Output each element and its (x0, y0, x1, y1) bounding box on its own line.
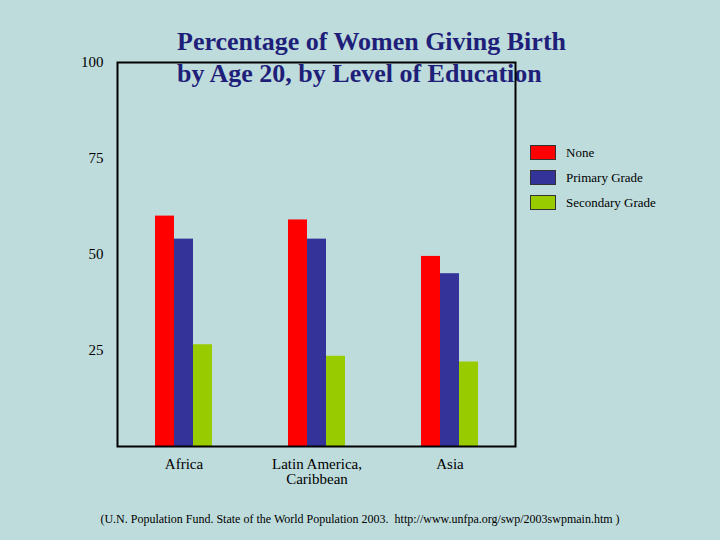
svg-text:Asia: Asia (436, 456, 464, 472)
html-text:None: None (566, 144, 595, 160)
html-text:(U.N. Population Fund. State o: (U.N. Population Fund. State of the Worl… (100, 512, 620, 526)
svg-text:75: 75 (89, 150, 104, 166)
html-text:Percentage of Women Giving Bir: Percentage of Women Giving Birth by Age … (177, 27, 566, 88)
html-text:Secondary Grade: Secondary Grade (566, 194, 656, 210)
svg-text:100: 100 (81, 54, 104, 70)
html-text:Primary Grade: Primary Grade (566, 169, 643, 185)
svg-text:Africa: Africa (165, 456, 204, 472)
svg-text:Latin America,Caribbean: Latin America,Caribbean (272, 456, 362, 487)
svg-text:50: 50 (89, 246, 104, 262)
svg-text:25: 25 (89, 342, 104, 358)
